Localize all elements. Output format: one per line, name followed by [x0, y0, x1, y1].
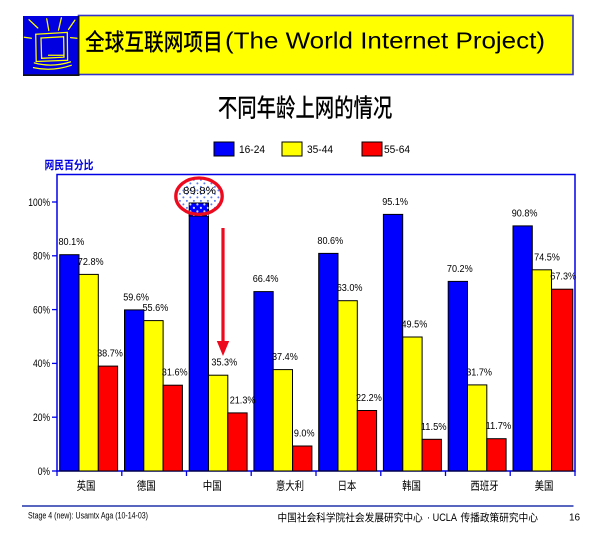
svg-text:· UCLA: · UCLA — [427, 512, 458, 524]
svg-text:63.0%: 63.0% — [337, 283, 363, 294]
svg-text:66.4%: 66.4% — [253, 274, 279, 285]
svg-text:89.8%: 89.8% — [183, 185, 216, 197]
svg-text:60%: 60% — [33, 304, 50, 316]
svg-text:35-44: 35-44 — [307, 144, 333, 156]
svg-text:72.8%: 72.8% — [78, 257, 104, 268]
svg-text:40%: 40% — [33, 358, 50, 370]
svg-text:70.2%: 70.2% — [447, 264, 473, 275]
svg-text:0%: 0% — [38, 466, 50, 478]
svg-text:80%: 80% — [33, 251, 50, 263]
svg-text:22.2%: 22.2% — [356, 393, 382, 404]
svg-text:31.7%: 31.7% — [466, 367, 492, 378]
svg-text:11.5%: 11.5% — [421, 422, 447, 433]
svg-text:Stage 4 (new): Usamtx Aga (10-: Stage 4 (new): Usamtx Aga (10-14-03) — [28, 511, 148, 521]
svg-text:74.5%: 74.5% — [534, 252, 560, 263]
svg-text:31.6%: 31.6% — [162, 368, 188, 379]
svg-text:16-24: 16-24 — [239, 144, 265, 156]
svg-text:38.7%: 38.7% — [97, 349, 123, 360]
svg-text:20%: 20% — [33, 412, 50, 424]
svg-text:37.4%: 37.4% — [272, 352, 298, 363]
svg-text:35.3%: 35.3% — [211, 358, 237, 369]
svg-text:80.1%: 80.1% — [59, 237, 85, 248]
svg-text:9.0%: 9.0% — [294, 429, 315, 440]
svg-text:16: 16 — [569, 513, 581, 524]
svg-text:67.3%: 67.3% — [550, 272, 576, 283]
svg-text:100%: 100% — [28, 197, 50, 209]
svg-text:21.3%: 21.3% — [230, 395, 256, 406]
svg-text:90.8%: 90.8% — [512, 208, 538, 219]
svg-text:11.7%: 11.7% — [486, 421, 512, 432]
svg-text:49.5%: 49.5% — [402, 320, 428, 331]
svg-text:55.6%: 55.6% — [143, 303, 169, 314]
svg-text:59.6%: 59.6% — [123, 292, 149, 303]
svg-text:55-64: 55-64 — [384, 144, 410, 156]
svg-text:80.6%: 80.6% — [317, 236, 343, 247]
svg-text:95.1%: 95.1% — [382, 197, 408, 208]
svg-text:(The World Internet Project): (The World Internet Project) — [225, 28, 545, 54]
